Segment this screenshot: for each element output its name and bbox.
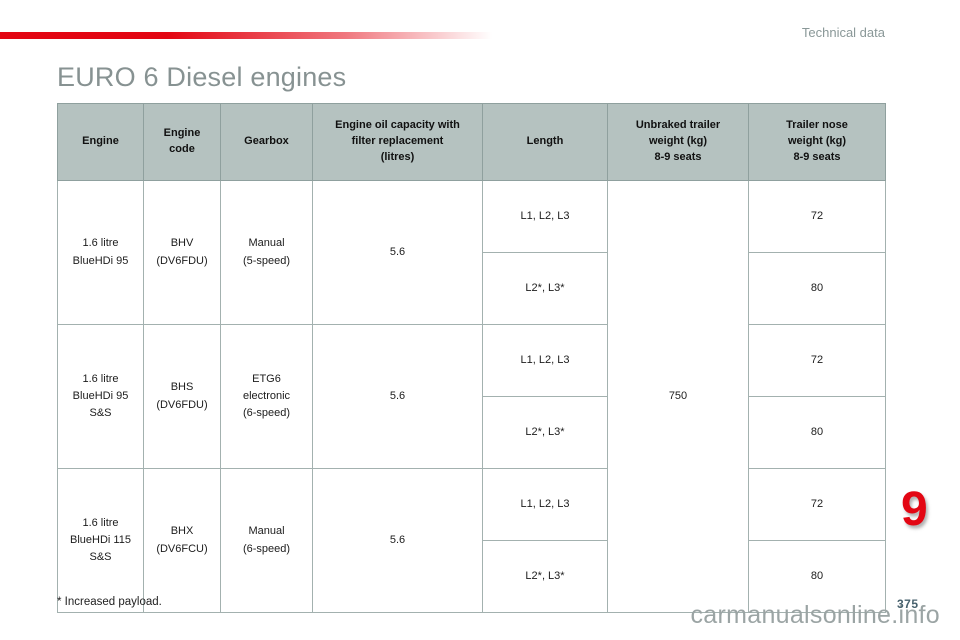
cell-length: L1, L2, L3 — [482, 468, 608, 541]
cell-nose-weight: 72 — [748, 180, 886, 253]
chapter-accent-bar — [0, 32, 492, 39]
cell-gearbox: Manual (5-speed) — [220, 180, 313, 325]
cell-gearbox: ETG6 electronic (6-speed) — [220, 324, 313, 469]
cell-length: L1, L2, L3 — [482, 180, 608, 253]
cell-oil-capacity: 5.6 — [312, 468, 483, 613]
table-header-row: Engine Engine code Gearbox Engine oil ca… — [57, 103, 886, 181]
column-header-unbraked-weight: Unbraked trailer weight (kg) 8-9 seats — [607, 103, 749, 181]
column-header-gearbox: Gearbox — [220, 103, 313, 181]
column-header-engine-code: Engine code — [143, 103, 221, 181]
column-header-length: Length — [482, 103, 608, 181]
cell-engine-code: BHX (DV6FCU) — [143, 468, 221, 613]
cell-nose-weight: 80 — [748, 252, 886, 325]
page-title: EURO 6 Diesel engines — [57, 62, 347, 92]
cell-nose-weight: 80 — [748, 540, 886, 613]
cell-length: L2*, L3* — [482, 540, 608, 613]
cell-length: L2*, L3* — [482, 396, 608, 469]
cell-nose-weight: 72 — [748, 324, 886, 397]
column-header-nose-weight: Trailer nose weight (kg) 8-9 seats — [748, 103, 886, 181]
cell-length: L1, L2, L3 — [482, 324, 608, 397]
watermark: carmanualsonline.info — [690, 601, 940, 629]
column-header-engine: Engine — [57, 103, 144, 181]
cell-gearbox: Manual (6-speed) — [220, 468, 313, 613]
cell-nose-weight: 80 — [748, 396, 886, 469]
chapter-number: 9 — [901, 483, 928, 536]
cell-engine-code: BHS (DV6FDU) — [143, 324, 221, 469]
section-header-label: Technical data — [801, 25, 885, 40]
cell-oil-capacity: 5.6 — [312, 324, 483, 469]
page-number: 375 — [897, 597, 919, 611]
table-row: L2*, L3* 80 — [58, 540, 886, 613]
table-row: 1.6 litre BlueHDi 95 S&S BHS (DV6FDU) ET… — [57, 324, 886, 469]
cell-nose-weight: 72 — [748, 468, 886, 541]
cell-engine: 1.6 litre BlueHDi 95 S&S — [57, 324, 144, 469]
cell-engine: 1.6 litre BlueHDi 115 S&S — [57, 468, 144, 613]
cell-engine: 1.6 litre BlueHDi 95 — [57, 180, 144, 325]
cell-oil-capacity: 5.6 — [312, 180, 483, 325]
cell-unbraked-weight: 750 — [607, 180, 749, 613]
table-row: 1.6 litre BlueHDi 115 S&S BHX (DV6FCU) M… — [57, 468, 886, 613]
table-row: 1.6 litre BlueHDi 95 BHV (DV6FDU) Manual… — [57, 180, 886, 613]
cell-engine-code: BHV (DV6FDU) — [143, 180, 221, 325]
footnote: * Increased payload. — [57, 596, 162, 608]
column-header-oil-capacity: Engine oil capacity with filter replacem… — [312, 103, 483, 181]
engine-data-table: Engine Engine code Gearbox Engine oil ca… — [57, 103, 886, 613]
table-row: L2*, L3* 80 — [58, 252, 886, 325]
table-row: L2*, L3* 80 — [58, 396, 886, 469]
cell-length: L2*, L3* — [482, 252, 608, 325]
